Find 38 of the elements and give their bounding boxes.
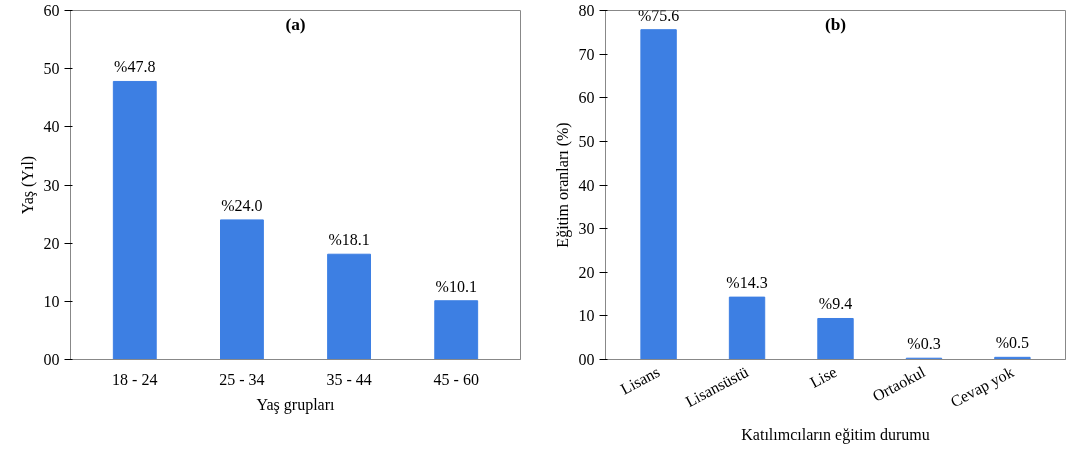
y-tick-label: 00 bbox=[43, 351, 60, 368]
y-tick-label: 50 bbox=[43, 60, 60, 78]
x-tick-label: 18 - 24 bbox=[112, 370, 158, 388]
x-axis-title: Yaş grupları bbox=[256, 395, 336, 414]
x-tick-label: Lisans bbox=[617, 363, 663, 398]
x-tick-label: Lise bbox=[807, 363, 840, 391]
y-tick-label: 40 bbox=[43, 118, 60, 136]
y-tick-label: 30 bbox=[578, 220, 595, 238]
y-tick-label: 00 bbox=[578, 351, 595, 368]
data-label: %75.6 bbox=[637, 6, 680, 24]
x-axis-title: Katılımcıların eğitim durumu bbox=[741, 425, 930, 444]
data-label: %0.5 bbox=[995, 334, 1030, 352]
y-tick-label: 10 bbox=[578, 307, 595, 325]
x-tick-label: Cevap yok bbox=[947, 363, 1017, 412]
y-tick-label: 50 bbox=[578, 132, 595, 150]
y-tick-label: 40 bbox=[578, 176, 595, 194]
data-label: %24.0 bbox=[221, 196, 263, 214]
y-tick-label: 70 bbox=[578, 45, 595, 63]
y-tick-label: 60 bbox=[578, 89, 595, 107]
x-tick-label: 45 - 60 bbox=[433, 370, 479, 388]
data-label: %18.1 bbox=[328, 231, 370, 249]
x-tick-label: 25 - 34 bbox=[219, 370, 265, 388]
y-tick-label: 80 bbox=[578, 2, 595, 19]
data-label: %47.8 bbox=[114, 58, 156, 76]
y-tick-label: 10 bbox=[43, 292, 60, 310]
x-tick-label: 35 - 44 bbox=[326, 370, 372, 388]
data-label: %9.4 bbox=[818, 295, 853, 313]
y-tick-label: 20 bbox=[43, 234, 60, 252]
y-tick-label: 20 bbox=[578, 263, 595, 281]
data-label: %14.3 bbox=[726, 274, 768, 292]
chart-title: (a) bbox=[285, 14, 306, 34]
y-axis-title: Yaş (Yıl) bbox=[18, 155, 37, 215]
y-tick-label: 60 bbox=[43, 2, 60, 19]
y-axis-title: Eğitim oranları (%) bbox=[553, 122, 572, 248]
data-label: %10.1 bbox=[435, 277, 477, 295]
chart-title: (b) bbox=[824, 14, 847, 34]
y-tick-label: 30 bbox=[43, 176, 60, 194]
data-label: %0.3 bbox=[907, 335, 941, 353]
